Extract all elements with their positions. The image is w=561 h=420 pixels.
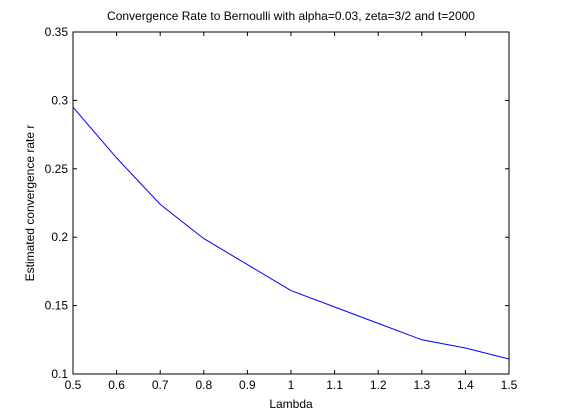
x-tick-label: 1.5 [501,378,518,392]
x-axis-label: Lambda [269,397,313,411]
series-line [72,106,510,360]
x-tick-label: 1.2 [370,378,387,392]
y-tick-label: 0.35 [45,25,69,39]
x-tick-label: 0.9 [239,378,256,392]
x-tick-label: 0.8 [195,378,212,392]
x-tick-label: 0.5 [65,378,82,392]
x-tick-label: 1.4 [457,378,474,392]
y-axis: 0.1 0.15 0.2 0.25 0.3 0.35 [45,25,509,381]
y-tick-label: 0.1 [51,367,68,381]
y-tick-label: 0.2 [51,230,68,244]
x-tick-label: 1 [288,378,295,392]
x-tick-label: 0.6 [108,378,125,392]
y-tick-label: 0.15 [45,299,69,313]
y-tick-label: 0.25 [45,162,69,176]
y-axis-label: Estimated convergence rate r [23,125,37,282]
x-tick-label: 1.3 [413,378,430,392]
chart-title: Convergence Rate to Bernoulli with alpha… [107,9,475,23]
x-axis: 0.5 0.6 0.7 0.8 0.9 1 1.1 1.2 1.3 1.4 1.5 [65,32,518,392]
x-tick-label: 0.7 [152,378,169,392]
plot-area [72,31,510,375]
x-tick-label: 1.1 [326,378,343,392]
y-tick-label: 0.3 [51,93,68,107]
